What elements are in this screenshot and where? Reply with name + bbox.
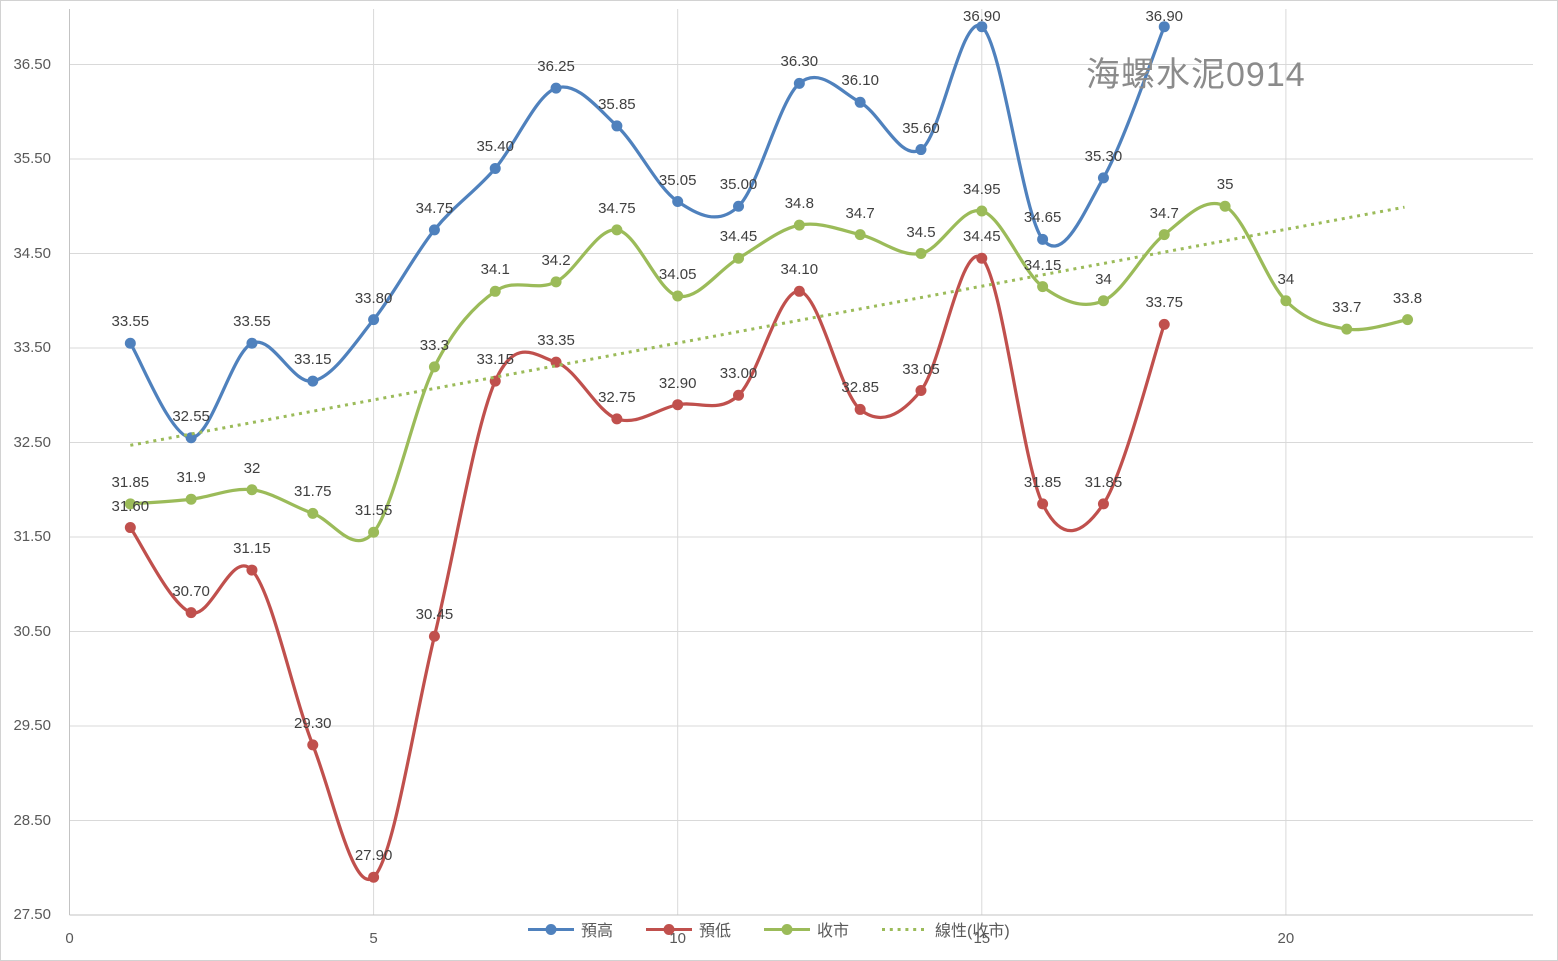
data-point-marker xyxy=(1097,498,1109,510)
data-point-marker xyxy=(976,205,988,217)
trendline xyxy=(130,205,1405,447)
legend-line-marker-icon xyxy=(528,923,574,935)
data-point-marker xyxy=(307,375,319,387)
legend-label: 收市 xyxy=(817,923,850,940)
data-point-marker xyxy=(246,337,258,349)
series-line-2 xyxy=(128,201,1410,542)
data-point-marker xyxy=(1158,21,1170,33)
data-point-marker xyxy=(124,337,136,349)
data-point-marker xyxy=(854,403,866,415)
data-point-marker xyxy=(368,314,380,326)
data-point-marker xyxy=(1402,314,1414,326)
data-point-marker xyxy=(915,248,927,259)
legend-label: 線性(收市) xyxy=(935,923,1010,940)
data-point-marker xyxy=(733,389,745,401)
data-point-marker xyxy=(611,224,623,236)
legend-item-1[interactable]: 預低 xyxy=(646,917,731,941)
data-point-marker xyxy=(489,162,501,174)
data-point-marker xyxy=(124,498,136,510)
data-point-marker xyxy=(1037,498,1049,510)
data-point-marker xyxy=(854,229,866,241)
legend-label: 預高 xyxy=(581,923,614,940)
y-tick-label: 30.50 xyxy=(13,622,51,640)
y-tick-label: 35.50 xyxy=(13,150,51,167)
legend-item-0[interactable]: 預高 xyxy=(528,917,613,941)
data-point-marker xyxy=(307,739,319,751)
data-point-marker xyxy=(1037,281,1049,293)
data-point-marker xyxy=(1097,172,1109,184)
legend-label: 預低 xyxy=(699,923,732,940)
x-tick-label: 0 xyxy=(65,930,74,947)
legend-line-marker-icon xyxy=(646,923,693,935)
data-point-marker xyxy=(124,522,136,534)
y-tick-label: 29.50 xyxy=(13,717,51,734)
data-point-marker xyxy=(550,276,562,288)
data-point-marker xyxy=(307,507,319,519)
data-point-marker xyxy=(672,290,684,302)
data-point-marker xyxy=(915,144,927,156)
data-point-marker xyxy=(428,224,440,236)
y-tick-label: 27.50 xyxy=(13,906,51,923)
y-tick-label: 33.50 xyxy=(13,339,51,356)
data-point-marker xyxy=(1158,229,1170,241)
data-point-marker xyxy=(976,252,988,264)
data-point-marker xyxy=(1341,323,1353,335)
data-point-marker xyxy=(246,484,258,496)
x-tick-label: 5 xyxy=(369,930,378,947)
x-tick-label: 15 xyxy=(973,930,991,947)
data-point-marker xyxy=(550,82,562,94)
y-tick-label: 34.50 xyxy=(13,244,51,262)
data-point-marker xyxy=(793,219,805,231)
data-point-marker xyxy=(733,252,745,264)
data-point-marker xyxy=(1097,295,1109,307)
data-point-marker xyxy=(185,432,197,444)
data-point-marker xyxy=(1219,200,1231,212)
data-point-marker xyxy=(428,630,440,642)
data-point-marker xyxy=(672,399,684,411)
data-point-marker xyxy=(793,77,805,89)
data-point-marker xyxy=(611,120,623,132)
data-point-marker xyxy=(246,564,258,576)
x-tick-label: 20 xyxy=(1277,930,1295,947)
data-point-marker xyxy=(1280,295,1292,307)
data-point-marker xyxy=(1037,233,1049,245)
data-point-marker xyxy=(185,607,197,619)
y-tick-label: 28.50 xyxy=(13,811,51,829)
data-point-marker xyxy=(489,285,501,297)
data-point-marker xyxy=(368,526,380,538)
legend-item-2[interactable]: 收市 xyxy=(764,917,849,941)
data-point-marker xyxy=(915,385,927,397)
data-point-marker xyxy=(672,196,684,208)
data-point-marker xyxy=(976,21,988,33)
chart-title: 海螺水泥0914 xyxy=(1086,56,1306,94)
data-point-marker xyxy=(793,285,805,297)
y-tick-label: 36.50 xyxy=(13,55,51,73)
data-point-marker xyxy=(1158,318,1170,330)
y-tick-label: 31.50 xyxy=(13,528,51,545)
data-point-marker xyxy=(854,96,866,108)
data-point-marker xyxy=(428,361,440,373)
data-point-marker xyxy=(733,200,745,212)
data-point-marker xyxy=(185,493,197,505)
series-line-1 xyxy=(128,254,1166,881)
x-tick-label: 10 xyxy=(669,930,687,947)
legend-dotted-line-icon xyxy=(882,927,929,931)
legend-line-marker-icon xyxy=(764,923,811,935)
legend-item-3[interactable]: 線性(收市) xyxy=(882,917,1010,941)
y-tick-label: 32.50 xyxy=(13,433,51,451)
data-point-marker xyxy=(611,413,623,425)
series-line-0 xyxy=(128,23,1166,440)
legend: 預高 預低 收市 線性(收市) xyxy=(528,917,1010,941)
data-point-marker xyxy=(368,871,380,883)
